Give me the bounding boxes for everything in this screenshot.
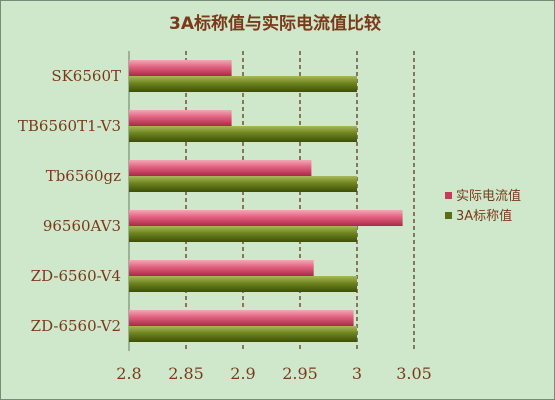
bar-nominal bbox=[129, 226, 357, 242]
x-tick-label: 2.85 bbox=[168, 364, 204, 383]
bar-nominal bbox=[129, 276, 357, 292]
legend: 实际电流值 3A标称值 bbox=[445, 188, 521, 224]
x-tick-label: 2.9 bbox=[230, 364, 255, 383]
bar-actual bbox=[129, 310, 354, 326]
chart-title: 3A标称值与实际电流值比较 bbox=[169, 13, 381, 34]
bar-nominal bbox=[129, 76, 357, 92]
bar-nominal bbox=[129, 126, 357, 142]
category-label: TB6560T1-V3 bbox=[18, 117, 121, 135]
x-tick-label: 2.8 bbox=[116, 364, 141, 383]
category-label: ZD-6560-V2 bbox=[31, 317, 121, 335]
x-tick-label: 3.05 bbox=[396, 364, 432, 383]
bar-actual bbox=[129, 160, 312, 176]
bar-nominal bbox=[129, 176, 357, 192]
category-label: 96560AV3 bbox=[43, 217, 121, 235]
plot-area: 2.8 2.85 2.9 2.95 3 3.05 SK6560T TB6560T1-V3 Tb6… bbox=[18, 51, 432, 383]
legend-swatch bbox=[445, 192, 452, 199]
x-tick-label: 3 bbox=[352, 364, 362, 383]
legend-label: 实际电流值 bbox=[456, 188, 521, 204]
bar-actual bbox=[129, 110, 232, 126]
bar-actual bbox=[129, 60, 232, 76]
legend-swatch bbox=[445, 212, 452, 219]
bar-actual bbox=[129, 210, 403, 226]
x-tick-label: 2.95 bbox=[282, 364, 318, 383]
bar-actual bbox=[129, 260, 314, 276]
category-label: SK6560T bbox=[51, 67, 121, 85]
category-label: ZD-6560-V4 bbox=[31, 267, 121, 285]
bar-nominal bbox=[129, 326, 357, 342]
category-label: Tb6560gz bbox=[46, 167, 121, 185]
legend-label: 3A标称值 bbox=[456, 208, 512, 224]
